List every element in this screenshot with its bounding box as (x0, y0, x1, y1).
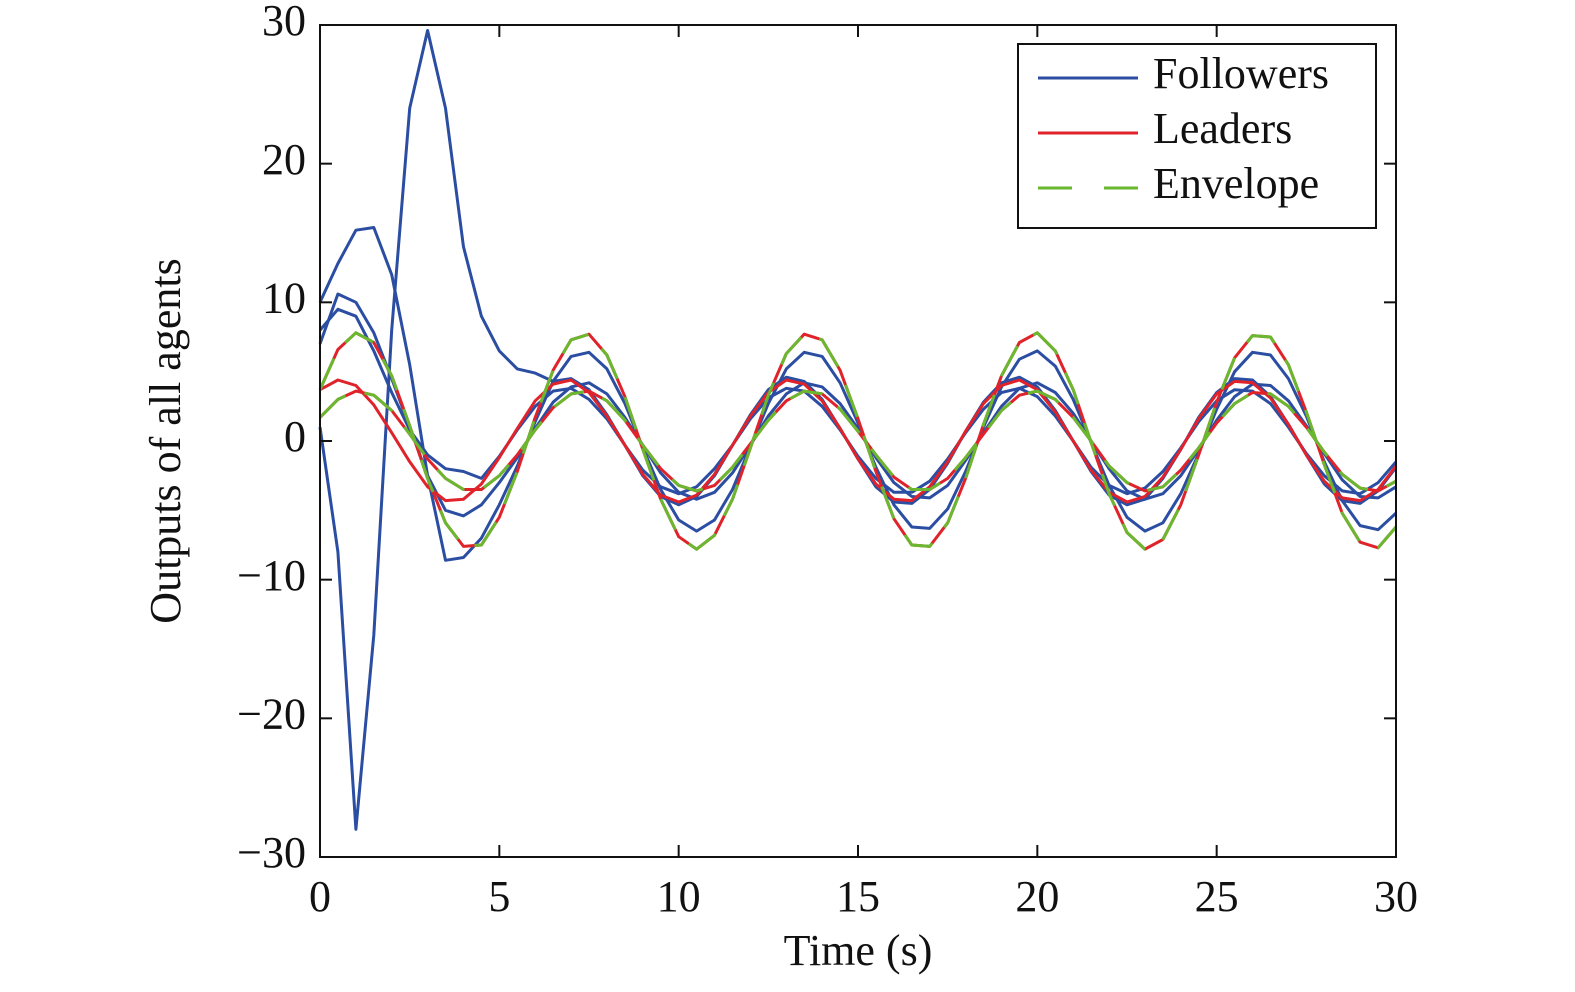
legend-box (1017, 43, 1377, 229)
x-tick-label: 20 (1015, 872, 1059, 921)
legend: Followers Leaders Envelope (1017, 43, 1377, 229)
series-line (318, 307, 1398, 496)
y-tick-label: 20 (262, 135, 306, 184)
x-tick-label: 5 (488, 872, 510, 921)
series-line (318, 331, 1398, 551)
x-axis-label: Time (s) (784, 926, 933, 975)
legend-label: Envelope (1153, 159, 1319, 208)
legend-label: Followers (1153, 49, 1329, 98)
legend-label: Leaders (1153, 104, 1292, 153)
series-line (318, 331, 1398, 551)
y-tick-label: −10 (237, 551, 306, 600)
series-line (318, 389, 1397, 493)
y-tick-label: −20 (237, 689, 306, 738)
y-tick-label: 30 (262, 0, 306, 45)
x-tick-label: 30 (1374, 872, 1418, 921)
series-line (318, 389, 1397, 493)
series-line (318, 226, 1398, 562)
y-tick-label: −30 (237, 828, 306, 877)
series-line (318, 292, 1397, 518)
series-line (319, 378, 1398, 504)
x-tick-label: 25 (1195, 872, 1239, 921)
y-tick-label: 0 (284, 412, 306, 461)
x-tick-label: 15 (836, 872, 880, 921)
y-tick-label: 10 (262, 273, 306, 322)
y-axis-label: Outputs of all agents (141, 258, 190, 623)
x-tick-label: 10 (657, 872, 701, 921)
x-tick-label: 0 (309, 872, 331, 921)
